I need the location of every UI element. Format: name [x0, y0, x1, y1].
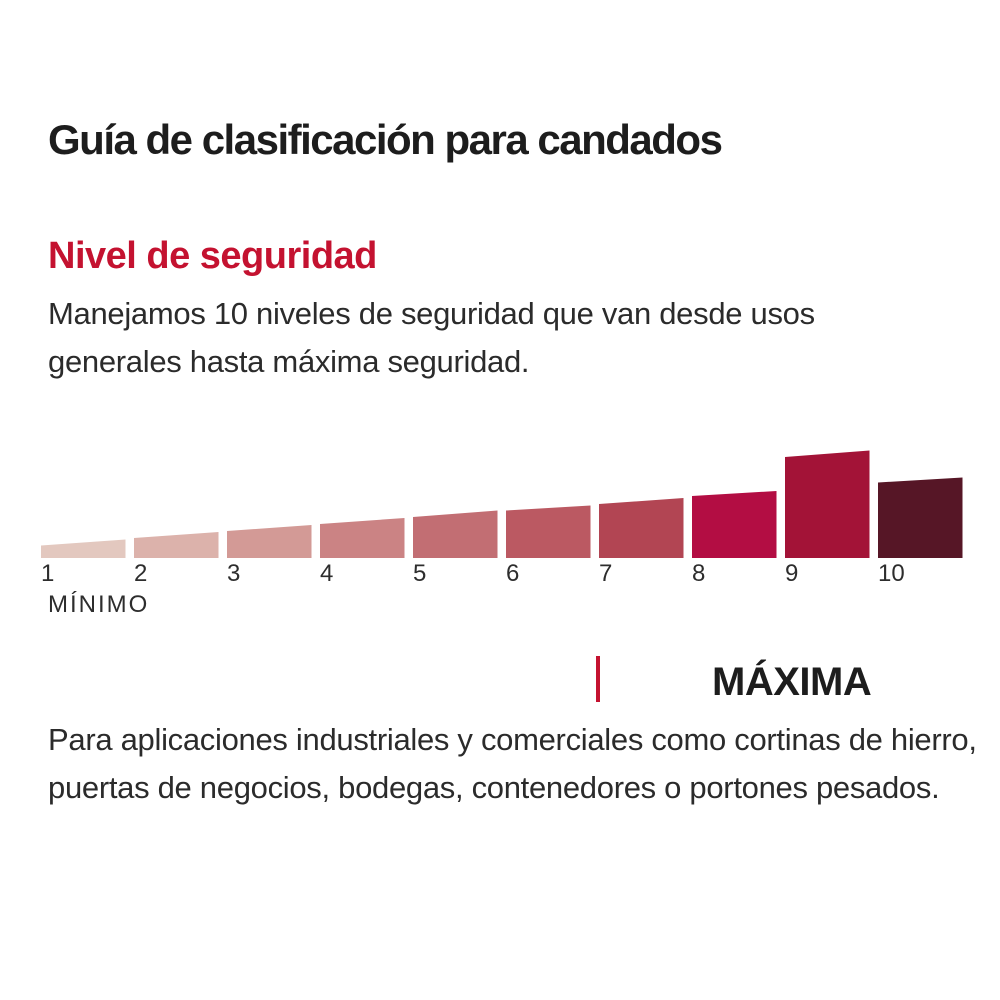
chart-bar-level-7 [599, 498, 684, 558]
maximum-tick-mark [596, 656, 600, 702]
intro-text: Manejamos 10 niveles de seguridad que va… [48, 296, 815, 379]
chart-bar-level-5 [413, 510, 498, 558]
chart-bar-level-6 [506, 505, 591, 558]
chart-tick-label-1: 1 [41, 560, 55, 587]
chart-bar-level-4 [320, 518, 405, 558]
chart-bar-level-3 [227, 525, 312, 558]
minimum-label: MÍNIMO [48, 591, 150, 618]
chart-tick-label-10: 10 [878, 560, 905, 587]
chart-bar-level-2 [134, 532, 219, 558]
chart-tick-label-7: 7 [599, 560, 613, 587]
maximum-label: MÁXIMA [712, 660, 872, 704]
chart-tick-label-9: 9 [785, 560, 799, 587]
security-level-bar-chart [41, 450, 966, 558]
chart-axis-labels: 1 2 3 4 5 6 7 8 9 10 [41, 562, 966, 590]
chart-bar-level-10 [878, 477, 963, 558]
chart-bar-level-9 [785, 450, 870, 558]
chart-tick-label-4: 4 [320, 560, 334, 587]
chart-tick-label-3: 3 [227, 560, 241, 587]
section-heading: Nivel de seguridad [48, 235, 377, 277]
chart-bar-level-8 [692, 491, 777, 558]
page-title: Guía de clasificación para candados [48, 116, 723, 163]
chart-tick-label-2: 2 [134, 560, 148, 587]
chart-bar-level-1 [41, 539, 126, 558]
chart-tick-label-6: 6 [506, 560, 520, 587]
footer-text: Para aplicaciones industriales y comerci… [48, 722, 977, 805]
chart-tick-label-8: 8 [692, 560, 706, 587]
chart-tick-label-5: 5 [413, 560, 427, 587]
